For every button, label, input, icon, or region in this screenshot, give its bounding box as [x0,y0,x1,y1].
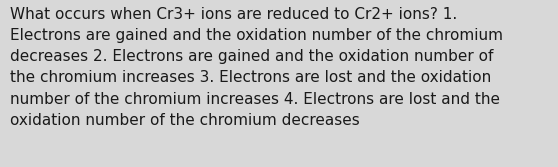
Text: What occurs when Cr3+ ions are reduced to Cr2+ ions? 1.
Electrons are gained and: What occurs when Cr3+ ions are reduced t… [10,7,503,128]
